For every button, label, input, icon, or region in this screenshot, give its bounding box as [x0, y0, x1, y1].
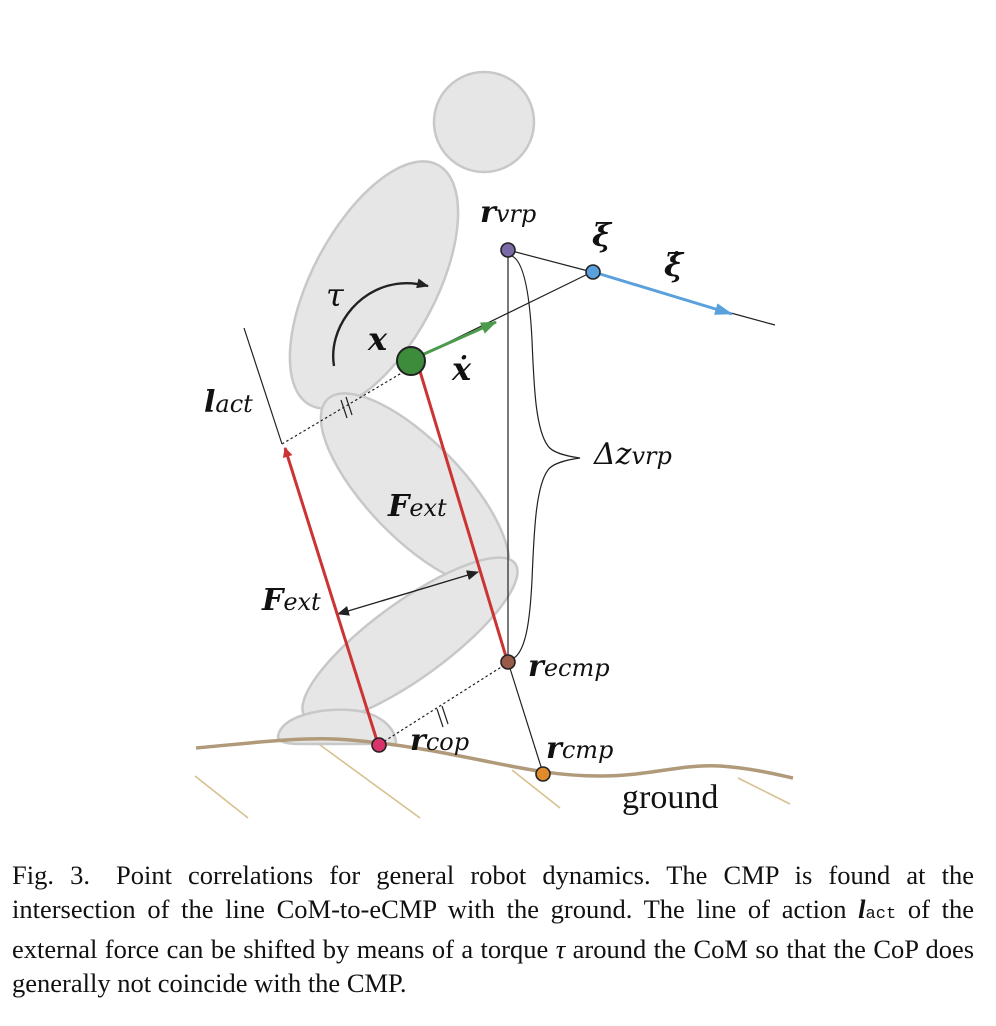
com-point [396, 346, 426, 376]
force-offset-arrow [337, 570, 479, 616]
label-r-ecmp: recmp [528, 649, 610, 684]
label-delta-z-vrp: Δzvrp [593, 437, 672, 472]
robot-dynamics-diagram: rvrp ξ ξ̇ τ x ẋ lact Δzvrp Fext Fext rec… [194, 70, 794, 819]
robot-foot [276, 708, 398, 746]
parallel-ticks [340, 396, 449, 728]
label-f-ext-upper: Fext [387, 489, 447, 524]
force-from-cop [282, 447, 380, 745]
label-f-ext-lower: Fext [261, 583, 321, 618]
cop-point [371, 737, 387, 753]
dcm-velocity-arrow [599, 272, 733, 316]
label-x: x [367, 320, 388, 358]
force-from-ecmp [413, 357, 509, 661]
caption-l-subscript: act [865, 905, 897, 924]
ground-hatching [194, 741, 791, 819]
vrp-to-xi [507, 249, 593, 273]
dcm-point [585, 264, 601, 280]
external-forces [282, 357, 509, 745]
robot-torso [288, 160, 460, 410]
delta-z-brace [511, 255, 581, 659]
label-tau: τ [326, 276, 345, 314]
label-xi-dot: ξ̇ [664, 246, 685, 284]
label-r-cmp: rcmp [546, 731, 613, 766]
caption-text-2: of the external force can be shifted by … [12, 894, 975, 964]
ecmp-point [500, 654, 516, 670]
caption-text-3: around the CoM so that the CoP does gene… [12, 934, 975, 998]
label-l-act: lact [204, 385, 253, 420]
robot-body [276, 70, 536, 746]
robot-head [432, 70, 536, 174]
label-r-vrp: rvrp [480, 195, 536, 230]
label-ground: ground [622, 779, 718, 816]
label-xi: ξ [592, 216, 613, 254]
ecmp-to-cmp [507, 661, 544, 774]
vrp-point [500, 242, 516, 258]
figure-caption: Fig. 3. Point correlations for general ro… [12, 858, 974, 1000]
ground-line [195, 736, 794, 780]
caption-tau-symbol: τ [555, 934, 566, 964]
label-r-cop: rcop [410, 723, 469, 758]
label-x-dot: ẋ [451, 350, 472, 388]
cmp-point [535, 766, 551, 782]
caption-l-symbol: l [858, 894, 866, 924]
torque-arc-arrow [331, 278, 429, 367]
line-of-action [243, 327, 283, 445]
caption-text-1: Point correlations for general robot dyn… [12, 860, 974, 924]
caption-label: Fig. 3. [12, 860, 90, 890]
com-velocity-arrow [423, 320, 497, 356]
